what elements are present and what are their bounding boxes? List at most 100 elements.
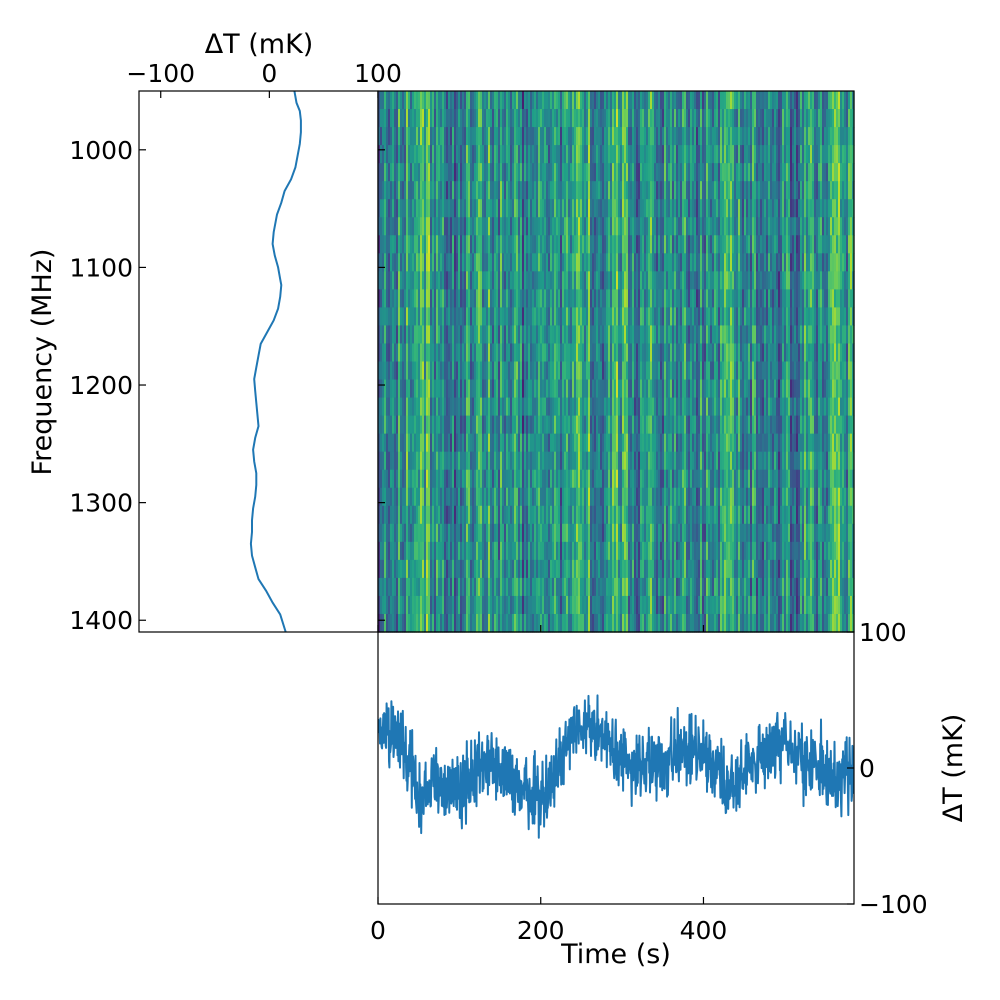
- heatmap-cell: [476, 289, 479, 308]
- heatmap-cell: [664, 469, 667, 489]
- heatmap-cell: [520, 271, 523, 290]
- heatmap-cell: [674, 577, 677, 597]
- heatmap-cell: [588, 181, 591, 200]
- heatmap-cell: [558, 595, 561, 615]
- heatmap-cell: [516, 451, 519, 471]
- heatmap-cell: [440, 523, 443, 543]
- heatmap-cell: [640, 415, 643, 435]
- heatmap-cell: [408, 199, 411, 218]
- heatmap-cell: [486, 379, 489, 399]
- heatmap-cell: [484, 307, 487, 327]
- heatmap-cell: [562, 487, 565, 507]
- heatmap-cell: [690, 127, 693, 146]
- heatmap-cell: [626, 181, 629, 200]
- heatmap-cell: [640, 379, 643, 399]
- heatmap-cell: [674, 451, 677, 471]
- heatmap-cell: [462, 91, 465, 110]
- heatmap-cell: [504, 505, 507, 525]
- heatmap-cell: [416, 127, 419, 146]
- heatmap-cell: [582, 577, 585, 597]
- heatmap-cell: [572, 613, 575, 633]
- heatmap-cell: [410, 397, 413, 417]
- heatmap-cell: [502, 217, 505, 236]
- heatmap-cell: [500, 91, 503, 110]
- heatmap-cell: [446, 163, 449, 182]
- heatmap-cell: [408, 379, 411, 399]
- heatmap-cell: [642, 181, 645, 200]
- heatmap-cell: [420, 577, 423, 597]
- heatmap-cell: [706, 361, 709, 381]
- heatmap-cell: [650, 379, 653, 399]
- heatmap-cell: [414, 127, 417, 146]
- heatmap-cell: [586, 271, 589, 290]
- heatmap-cell: [440, 253, 443, 272]
- heatmap-cell: [436, 307, 439, 327]
- heatmap-cell: [616, 289, 619, 308]
- heatmap-cell: [610, 343, 613, 363]
- heatmap-cell: [484, 343, 487, 363]
- heatmap-cell: [434, 289, 437, 308]
- heatmap-cell: [634, 253, 637, 272]
- heatmap-cell: [384, 91, 387, 110]
- heatmap-cell: [402, 289, 405, 308]
- heatmap-cell: [484, 541, 487, 561]
- heatmap-cell: [400, 595, 403, 615]
- heatmap-cell: [510, 397, 513, 417]
- heatmap-cell: [430, 271, 433, 290]
- heatmap-cell: [638, 217, 641, 236]
- heatmap-cell: [532, 181, 535, 200]
- heatmap-cell: [662, 361, 665, 381]
- heatmap-cell: [402, 343, 405, 363]
- heatmap-cell: [666, 253, 669, 272]
- heatmap-cell: [570, 451, 573, 471]
- heatmap-cell: [422, 595, 425, 615]
- heatmap-cell: [550, 181, 553, 200]
- heatmap-cell: [470, 253, 473, 272]
- heatmap-cell: [594, 433, 597, 453]
- heatmap-cell: [594, 163, 597, 182]
- heatmap-cell: [486, 217, 489, 236]
- heatmap-cell: [524, 379, 527, 399]
- heatmap-cell: [506, 523, 509, 543]
- heatmap-cell: [520, 199, 523, 218]
- heatmap-cell: [468, 379, 471, 399]
- heatmap-cell: [398, 343, 401, 363]
- heatmap-cell: [698, 145, 701, 164]
- heatmap-cell: [380, 469, 383, 489]
- heatmap-cell: [440, 109, 443, 128]
- heatmap-cell: [580, 397, 583, 417]
- heatmap-cell: [644, 271, 647, 290]
- heatmap-cell: [522, 469, 525, 489]
- heatmap-cell: [706, 379, 709, 399]
- heatmap-cell: [584, 163, 587, 182]
- heatmap-cell: [494, 595, 497, 615]
- heatmap-cell: [562, 325, 565, 345]
- heatmap-cell: [632, 289, 635, 308]
- heatmap-cell: [622, 253, 625, 272]
- heatmap-cell: [574, 181, 577, 200]
- heatmap-cell: [514, 541, 517, 561]
- heatmap-cell: [544, 505, 547, 525]
- heatmap-cell: [434, 433, 437, 453]
- heatmap-cell: [506, 577, 509, 597]
- heatmap-cell: [668, 181, 671, 200]
- heatmap-cell: [610, 307, 613, 327]
- heatmap-cell: [566, 577, 569, 597]
- heatmap-cell: [610, 361, 613, 381]
- heatmap-cell: [486, 469, 489, 489]
- heatmap-cell: [582, 613, 585, 633]
- heatmap-cell: [468, 469, 471, 489]
- heatmap-cell: [670, 145, 673, 164]
- heatmap-cell: [646, 469, 649, 489]
- heatmap-cell: [428, 91, 431, 110]
- heatmap-cell: [628, 451, 631, 471]
- heatmap-cell: [652, 325, 655, 345]
- heatmap-cell: [600, 307, 603, 327]
- heatmap-cell: [590, 289, 593, 308]
- heatmap-cell: [398, 109, 401, 128]
- heatmap-cell: [496, 181, 499, 200]
- heatmap-cell: [434, 505, 437, 525]
- heatmap-cell: [450, 379, 453, 399]
- heatmap-cell: [444, 541, 447, 561]
- heatmap-cell: [640, 469, 643, 489]
